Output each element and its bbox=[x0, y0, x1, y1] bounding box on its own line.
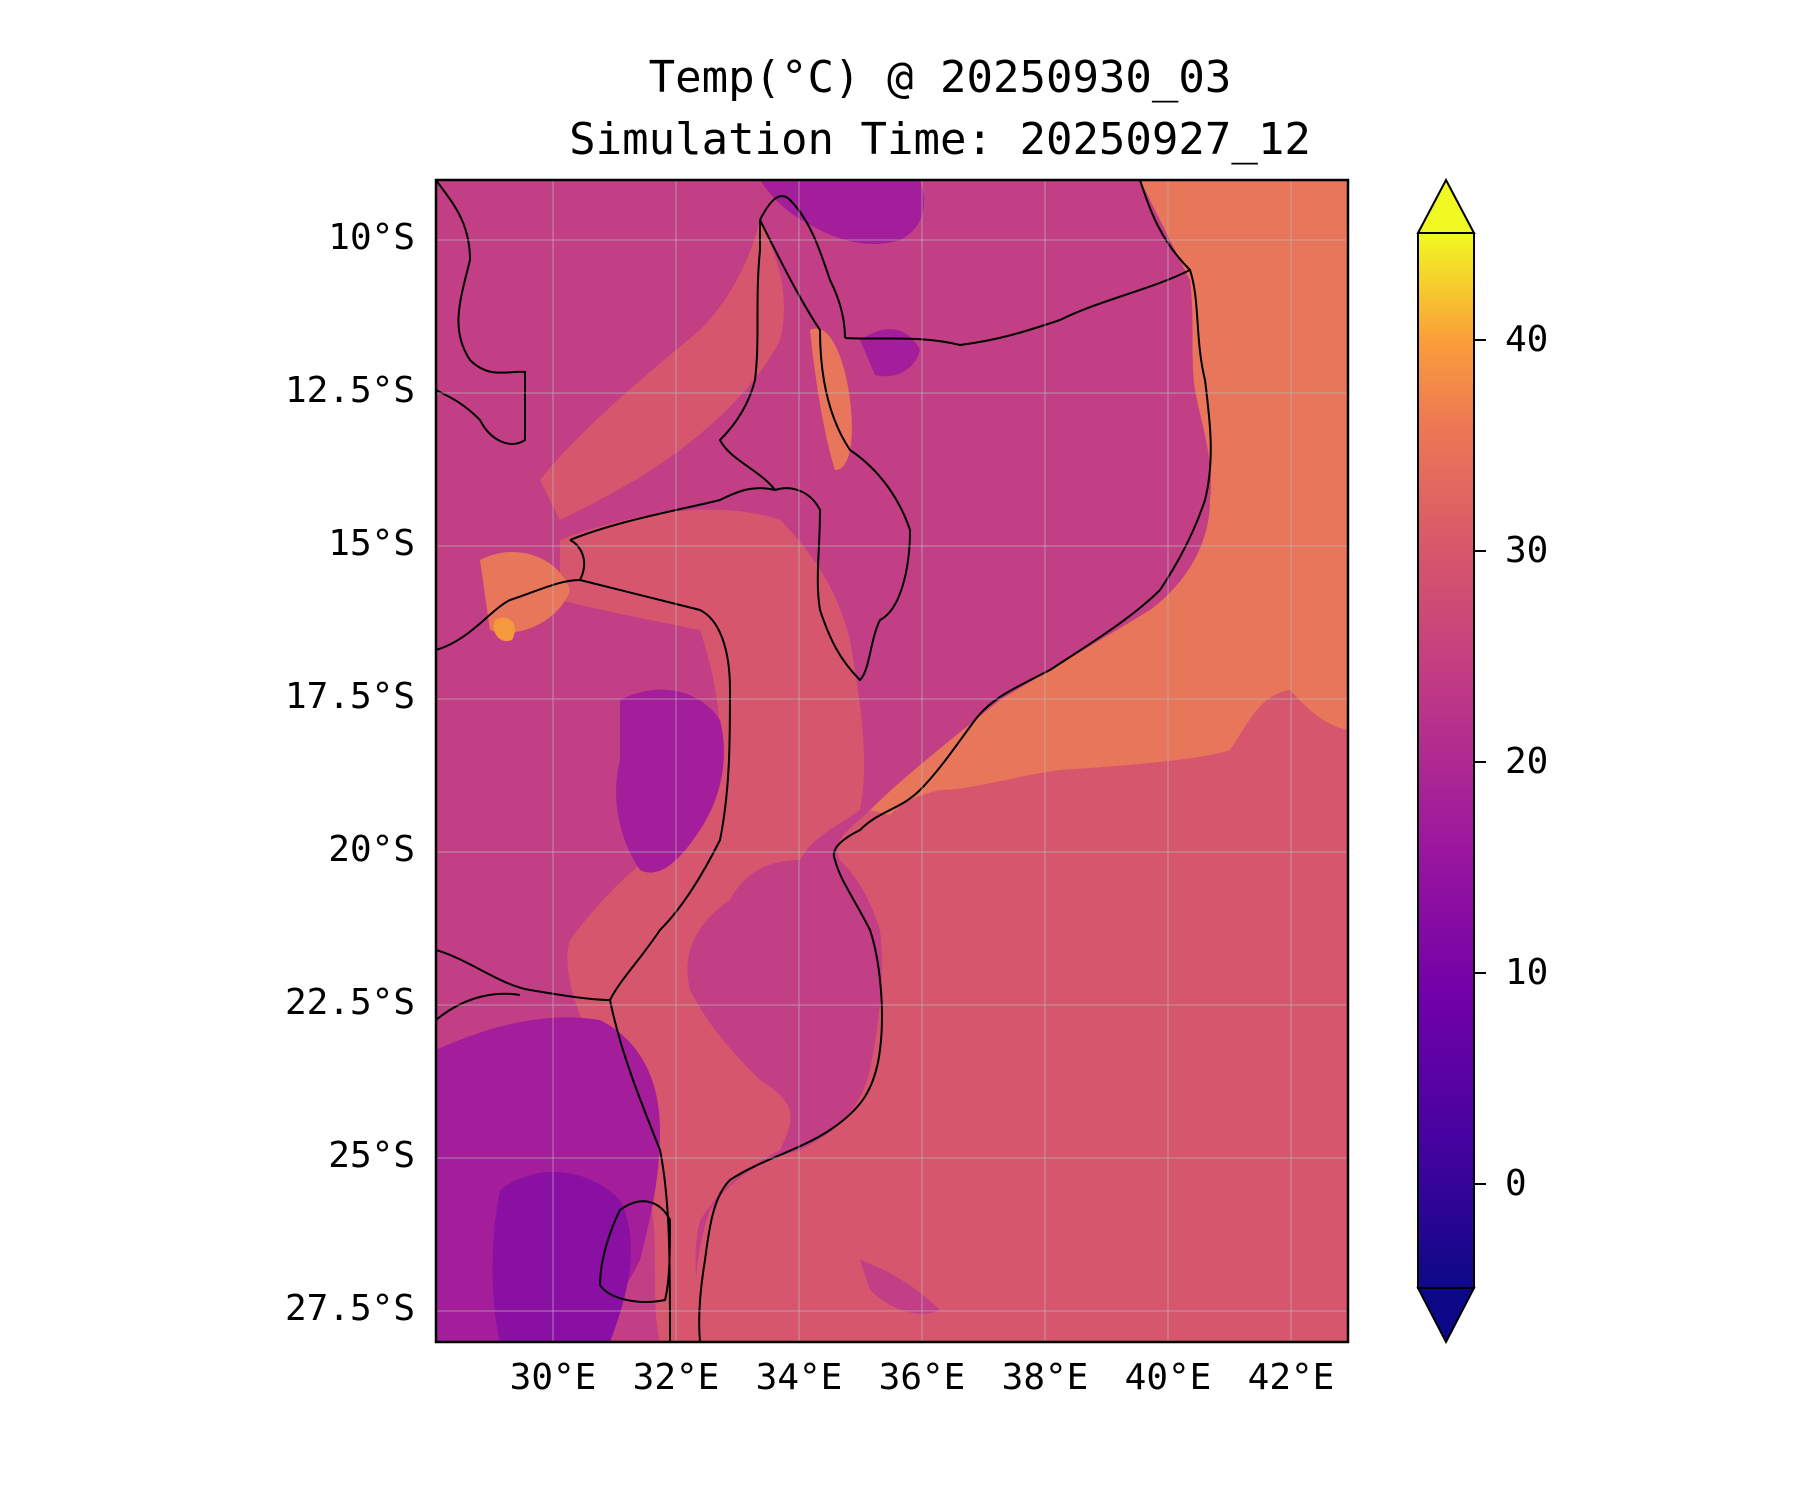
y-tick-label: 12.5°S bbox=[284, 370, 415, 411]
colorbar-extend-bottom bbox=[1416, 1287, 1476, 1345]
temperature-field bbox=[436, 180, 1348, 1342]
colorbar-tick-label: 0 bbox=[1505, 1163, 1527, 1204]
colorbar-tick-label: 10 bbox=[1505, 952, 1549, 993]
border-malawi bbox=[718, 219, 912, 682]
gridlines bbox=[436, 180, 1348, 1342]
land-cool-zimbabwe bbox=[616, 689, 724, 873]
land-warm-rift bbox=[540, 220, 784, 520]
land-cold-south bbox=[492, 1171, 631, 1342]
border-swaziland bbox=[598, 1200, 672, 1303]
land-hot-streak bbox=[480, 551, 570, 633]
x-tick-label: 40°E bbox=[1124, 1357, 1212, 1398]
border-tanzania-mozambique bbox=[844, 269, 1191, 347]
border-botswana bbox=[436, 949, 611, 1001]
coastline bbox=[698, 180, 1212, 1342]
x-tick-label: 42°E bbox=[1247, 1357, 1335, 1398]
colorbar-extend-top bbox=[1416, 177, 1476, 234]
ocean-warm-region bbox=[870, 180, 1348, 815]
x-tick-label: 34°E bbox=[755, 1357, 843, 1398]
border-zambia-mozambique bbox=[569, 487, 776, 541]
x-tick-label: 32°E bbox=[632, 1357, 720, 1398]
border-congo bbox=[436, 180, 526, 445]
y-tick-label: 10°S bbox=[328, 217, 415, 258]
map-frame bbox=[434, 178, 1350, 1344]
border-zimbabwe-mozambique bbox=[579, 579, 732, 1001]
border-zambia-west bbox=[436, 539, 586, 651]
y-tick-label: 27.5°S bbox=[284, 1288, 415, 1329]
title-line-2: Simulation Time: 20250927_12 bbox=[569, 114, 1311, 165]
x-tick-label: 30°E bbox=[509, 1357, 597, 1398]
border-lake-malawi bbox=[759, 195, 846, 339]
y-tick-label: 25°S bbox=[328, 1135, 415, 1176]
land-hot-point bbox=[493, 617, 515, 642]
y-tick-label: 15°S bbox=[328, 523, 415, 564]
y-tick-label: 22.5°S bbox=[284, 982, 415, 1023]
y-tick-label: 17.5°S bbox=[284, 676, 415, 717]
colorbar-tick-label: 30 bbox=[1505, 530, 1549, 571]
land-cool-east bbox=[860, 329, 920, 377]
title-line-1: Temp(°C) @ 20250930_03 bbox=[648, 52, 1232, 103]
border-botswana-north bbox=[436, 992, 521, 1021]
x-tick-label: 38°E bbox=[1001, 1357, 1089, 1398]
colorbar-tick-label: 40 bbox=[1505, 319, 1549, 360]
land-cool-north bbox=[760, 180, 924, 245]
colorbar bbox=[1416, 177, 1486, 1345]
colorbar-body bbox=[1418, 233, 1474, 1288]
colorbar-tick-label: 20 bbox=[1505, 741, 1549, 782]
x-tick-label: 36°E bbox=[878, 1357, 966, 1398]
y-tick-label: 20°S bbox=[328, 829, 415, 870]
ocean-cool-streak bbox=[860, 1260, 940, 1314]
borders bbox=[436, 180, 1212, 1342]
